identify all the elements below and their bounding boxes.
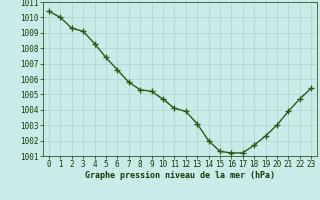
X-axis label: Graphe pression niveau de la mer (hPa): Graphe pression niveau de la mer (hPa) <box>85 171 275 180</box>
